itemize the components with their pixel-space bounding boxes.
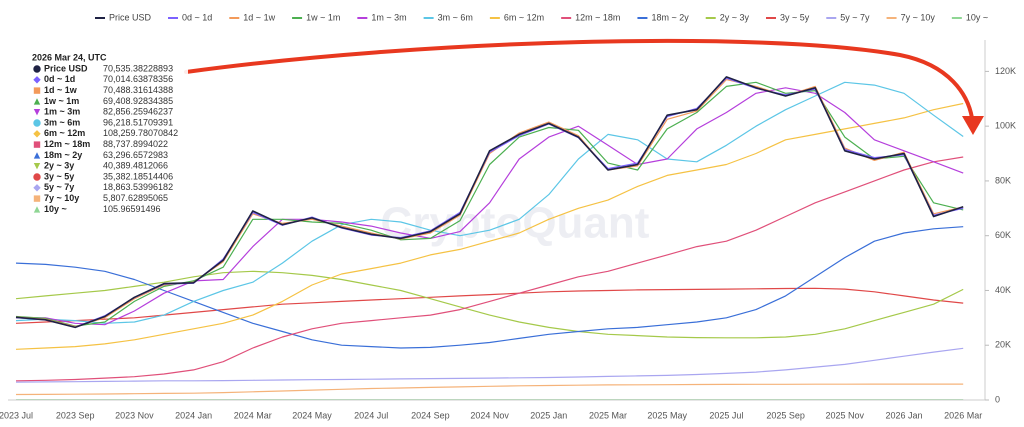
legend-label[interactable]: 1d ~ 1w xyxy=(243,12,275,22)
y-tick-label: 60K xyxy=(995,230,1011,240)
legend-label[interactable]: 5y ~ 7y xyxy=(840,12,870,22)
tooltip-value: 108,259.78070842 xyxy=(103,128,178,138)
y-tick-label: 20K xyxy=(995,340,1011,350)
tooltip-value: 40,389.4812066 xyxy=(103,161,168,171)
tooltip-marker xyxy=(33,152,41,159)
tooltip-value: 105.96591496 xyxy=(103,204,161,214)
tooltip-marker xyxy=(33,87,41,94)
x-tick-label: 2025 Sep xyxy=(766,410,805,420)
series-line xyxy=(15,102,964,350)
x-tick-label: 2026 Jan xyxy=(885,410,922,420)
tooltip-series-name: 3y ~ 5y xyxy=(44,171,74,181)
watermark: CryptoQuant xyxy=(381,199,650,248)
y-tick-label: 80K xyxy=(995,175,1011,185)
tooltip-marker xyxy=(33,206,41,213)
tooltip-series-name: 1d ~ 1w xyxy=(44,85,78,95)
series-line xyxy=(15,270,964,339)
x-tick-label: 2023 Sep xyxy=(56,410,95,420)
legend-label[interactable]: 2y ~ 3y xyxy=(720,12,750,22)
tooltip-marker xyxy=(33,184,41,192)
tooltip-series-name: 2y ~ 3y xyxy=(44,161,74,171)
tooltip-series-name: 1m ~ 3m xyxy=(44,107,80,117)
tooltip-series-name: 7y ~ 10y xyxy=(44,193,79,203)
tooltip-title: 2026 Mar 24, UTC xyxy=(32,52,107,62)
series-line xyxy=(15,347,964,383)
series-line xyxy=(15,287,964,324)
y-tick-label: 40K xyxy=(995,285,1011,295)
series-line xyxy=(15,76,964,329)
tooltip-series-name: Price USD xyxy=(44,63,88,73)
tooltip-value: 5,807.62895065 xyxy=(103,193,168,203)
tooltip-marker xyxy=(33,65,41,73)
x-tick-label: 2024 Jan xyxy=(175,410,212,420)
tooltip-value: 70,014.63878356 xyxy=(103,74,173,84)
y-tick-label: 100K xyxy=(995,121,1016,131)
tooltip-series-name: 6m ~ 12m xyxy=(44,128,85,138)
x-tick-label: 2024 Jul xyxy=(354,410,388,420)
tooltip-marker xyxy=(33,98,41,105)
tooltip-series-name: 1w ~ 1m xyxy=(44,96,79,106)
annotation-arrowhead xyxy=(962,116,984,135)
tooltip-series-name: 18m ~ 2y xyxy=(44,150,82,160)
tooltip-value: 88,737.8994022 xyxy=(103,139,168,149)
x-tick-label: 2025 Jul xyxy=(709,410,743,420)
legend-label[interactable]: 3m ~ 6m xyxy=(438,12,473,22)
tooltip-series-name: 10y ~ xyxy=(44,204,67,214)
x-tick-label: 2025 Nov xyxy=(826,410,865,420)
tooltip-value: 35,382.18514406 xyxy=(103,171,173,181)
x-tick-label: 2024 Mar xyxy=(234,410,272,420)
x-tick-label: 2026 Mar xyxy=(944,410,982,420)
tooltip-marker xyxy=(33,119,41,127)
x-tick-label: 2023 Nov xyxy=(115,410,154,420)
y-tick-label: 0 xyxy=(995,394,1000,404)
tooltip-value: 82,856.25946237 xyxy=(103,107,173,117)
tooltip-value: 70,535.38228893 xyxy=(103,63,173,73)
tooltip-marker xyxy=(33,141,41,148)
x-tick-label: 2025 May xyxy=(647,410,687,420)
y-tick-label: 120K xyxy=(995,66,1016,76)
tooltip-marker xyxy=(33,173,41,181)
legend-label[interactable]: 1w ~ 1m xyxy=(306,12,340,22)
legend-label[interactable]: 12m ~ 18m xyxy=(575,12,620,22)
tooltip-value: 69,408.92834385 xyxy=(103,96,173,106)
annotation-arrow xyxy=(184,38,974,120)
tooltip-marker xyxy=(33,109,41,116)
x-tick-label: 2024 May xyxy=(292,410,332,420)
x-tick-label: 2024 Sep xyxy=(411,410,450,420)
series-line xyxy=(15,226,964,349)
x-tick-label: 2025 Jan xyxy=(530,410,567,420)
legend-label[interactable]: 7y ~ 10y xyxy=(901,12,936,22)
tooltip-series-name: 0d ~ 1d xyxy=(44,74,75,84)
series-line xyxy=(15,156,964,382)
tooltip-marker xyxy=(33,195,41,202)
series-line xyxy=(15,383,964,396)
legend-label[interactable]: 3y ~ 5y xyxy=(780,12,810,22)
tooltip-marker xyxy=(33,163,41,170)
legend-label[interactable]: 1m ~ 3m xyxy=(371,12,406,22)
tooltip-series-name: 12m ~ 18m xyxy=(44,139,90,149)
x-tick-label: 2025 Mar xyxy=(589,410,627,420)
legend-label[interactable]: Price USD xyxy=(109,12,152,22)
series-line xyxy=(15,81,964,324)
legend-label[interactable]: 0d ~ 1d xyxy=(182,12,212,22)
x-tick-label: 2023 Jul xyxy=(0,410,33,420)
tooltip-series-name: 5y ~ 7y xyxy=(44,182,74,192)
tooltip-box xyxy=(28,50,188,218)
tooltip-marker xyxy=(33,76,41,84)
legend-label[interactable]: 18m ~ 2y xyxy=(651,12,689,22)
legend-label[interactable]: 6m ~ 12m xyxy=(504,12,544,22)
x-tick-label: 2024 Nov xyxy=(470,410,509,420)
legend-label[interactable]: 10y ~ xyxy=(966,12,988,22)
tooltip-value: 96,218.51709391 xyxy=(103,117,173,127)
tooltip-marker xyxy=(33,130,41,138)
tooltip-value: 18,863.53996182 xyxy=(103,182,173,192)
tooltip-value: 63,296.6572983 xyxy=(103,150,168,160)
tooltip-series-name: 3m ~ 6m xyxy=(44,117,80,127)
tooltip-value: 70,488.31614388 xyxy=(103,85,173,95)
